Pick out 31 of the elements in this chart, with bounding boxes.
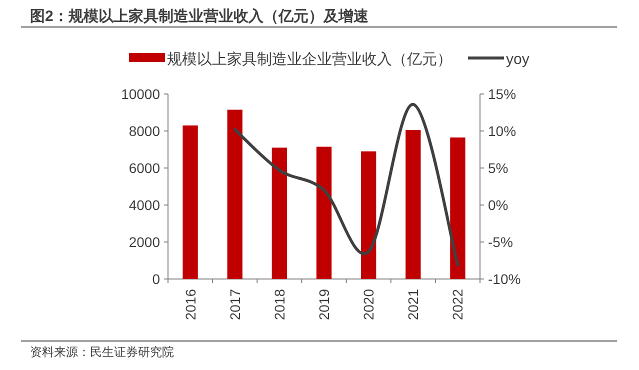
x-tick-label: 2016	[182, 288, 198, 320]
y-tick-label: 0	[152, 271, 160, 287]
y2-tick-label: -10%	[488, 271, 521, 287]
bar	[406, 130, 421, 279]
bar	[316, 146, 332, 279]
y2-tick-label: 10%	[488, 123, 516, 139]
x-tick-label: 2021	[405, 288, 422, 320]
y-tick-label: 6000	[128, 160, 160, 176]
text: 资料来源：民生证券研究院	[30, 345, 174, 359]
x-tick-label: 2017	[226, 288, 243, 320]
x-tick-label: 2020	[360, 288, 377, 320]
line-series	[233, 102, 460, 266]
x-tick-label: 2019	[316, 288, 332, 320]
y-tick-label: 2000	[128, 234, 160, 250]
x-tick-label: 2022	[450, 288, 466, 320]
legend-label: yoy	[506, 51, 530, 68]
y2-tick-label: 5%	[488, 160, 508, 176]
y2-tick-label: 0%	[488, 197, 508, 213]
bar	[360, 151, 376, 279]
y-tick-label: 4000	[128, 197, 160, 213]
bar	[272, 148, 288, 279]
legend-label: 规模以上家具制造业企业营业收入（亿元）	[167, 51, 452, 68]
chart-title: 图2：规模以上家具制造业营业收入（亿元）及增速	[30, 7, 370, 25]
bar	[227, 110, 242, 279]
y2-tick-label: -5%	[488, 234, 513, 250]
x-tick-label: 2018	[271, 288, 288, 320]
y-tick-label: 10000	[121, 86, 160, 102]
bar	[450, 137, 466, 279]
y2-tick-label: 15%	[488, 86, 516, 102]
bar	[182, 125, 198, 279]
y-tick-label: 8000	[128, 123, 160, 139]
